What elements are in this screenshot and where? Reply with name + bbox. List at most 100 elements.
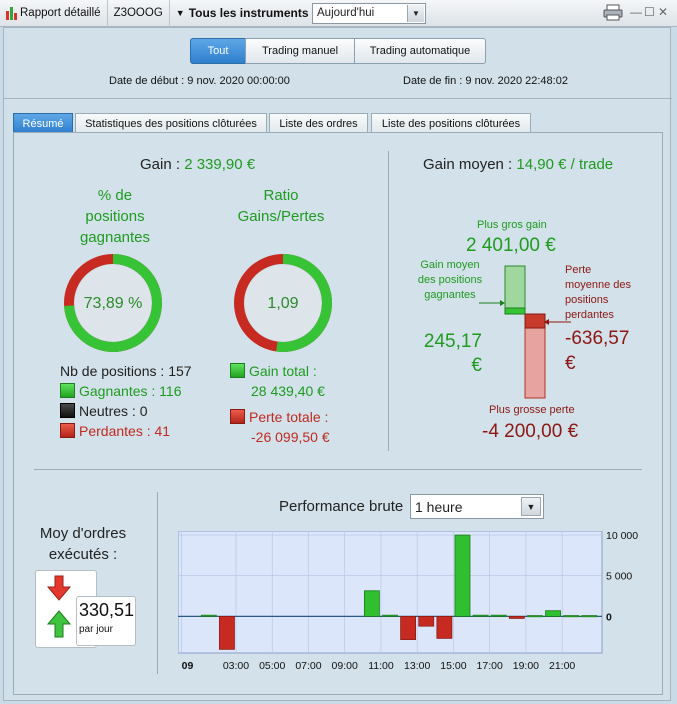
- positions-stats: Nb de positions : 157 Gagnantes : 116 Ne…: [60, 361, 192, 441]
- neutral-value: 0: [139, 403, 148, 419]
- orders-unit: par jour: [79, 624, 113, 635]
- total-loss-value: -26 099,50 €: [251, 429, 330, 445]
- maximize-icon[interactable]: ☐: [644, 5, 655, 19]
- chart-y-tick-label: 5 000: [606, 571, 632, 583]
- chart-bar: [490, 614, 507, 617]
- chart-x-tick-label: 17:00: [477, 660, 503, 672]
- biggest-gain-label: Plus gros gain: [477, 219, 547, 231]
- orders-title-line: exécutés :: [48, 546, 118, 563]
- detailed-report-button[interactable]: Rapport détaillé: [0, 0, 108, 27]
- green-square-icon: [230, 363, 245, 378]
- losing-value: 41: [154, 423, 171, 439]
- chart-y-tick-label: 0: [606, 611, 612, 623]
- chart-bar: [472, 614, 489, 617]
- avg-loss-label-line: perdantes: [565, 309, 614, 321]
- avg-loss-label-line: positions: [565, 294, 609, 306]
- chart-bar: [400, 616, 417, 640]
- biggest-gain-value: 2 401,00 €: [466, 235, 556, 256]
- win-pct-ring: [64, 254, 162, 352]
- ratio-value: 1,09: [267, 295, 299, 312]
- perf-vertical-divider: [157, 492, 158, 674]
- avg-loss-label-line: Perte: [565, 264, 592, 276]
- chevron-down-icon: ▼: [407, 5, 424, 22]
- total-gain-value: 28 439,40 €: [251, 383, 325, 399]
- avg-loss-label-line: moyenne des: [565, 279, 632, 291]
- report-window: Tout Trading manuel Trading automatique …: [3, 27, 672, 701]
- avg-bars-graphic: [479, 265, 571, 399]
- mode-manual-button[interactable]: Trading manuel: [245, 38, 355, 64]
- winning-value: 116: [159, 383, 182, 399]
- gain-line: Gain : 2 339,90 €: [140, 156, 255, 173]
- avg-win-label: Gain moyen des positions gagnantes: [411, 258, 489, 303]
- chart-bar: [563, 615, 580, 618]
- chart-x-tick-label: 15:00: [440, 660, 466, 672]
- chart-bars: [200, 534, 598, 650]
- red-square-icon: [230, 409, 245, 424]
- print-icon[interactable]: [603, 4, 623, 24]
- chart-bar: [436, 616, 453, 639]
- mode-auto-button[interactable]: Trading automatique: [354, 38, 486, 64]
- buy-sell-arrows-icon: [46, 575, 72, 638]
- chart-bar: [418, 616, 435, 627]
- avg-gain-line: Gain moyen : 14,90 € / trade: [423, 156, 613, 173]
- win-pct-value: 73,89 %: [83, 295, 143, 312]
- chart-x-tick-label: 19:00: [513, 660, 539, 672]
- chart-bar: [581, 615, 598, 618]
- section-divider: [34, 469, 642, 470]
- win-pct-title-line: gagnantes: [79, 229, 151, 246]
- end-date-value: 9 nov. 2020 22:48:02: [465, 75, 568, 87]
- ratio-title-line: Gains/Pertes: [237, 208, 325, 225]
- chart-bar: [508, 616, 525, 619]
- chart-x-tick-label: 05:00: [259, 660, 285, 672]
- winning-count: Gagnantes : 116: [60, 381, 192, 401]
- avg-win-value: 245,17 €: [416, 330, 482, 378]
- chart-x-tick-label: 13:00: [404, 660, 430, 672]
- period-select[interactable]: Aujourd'hui ▼: [312, 3, 426, 24]
- avg-win-label-line: gagnantes: [424, 289, 476, 301]
- ratio-donut: 1,09: [233, 253, 333, 353]
- avg-win-value-line: €: [471, 355, 482, 376]
- tab-summary[interactable]: Résumé: [13, 113, 73, 133]
- instruments-label: Tous les instruments: [188, 6, 309, 20]
- minimize-icon[interactable]: —: [630, 5, 642, 19]
- avg-loss-value: -636,57 €: [565, 326, 629, 376]
- nb-positions-label: Nb de positions :: [60, 363, 165, 379]
- total-gain-label: Gain total :: [249, 363, 317, 379]
- chart-x-tick-label: 21:00: [549, 660, 575, 672]
- biggest-loss-value: -4 200,00 €: [482, 421, 579, 442]
- tab-closed-stats[interactable]: Statistiques des positions clôturées: [75, 113, 267, 133]
- avg-win-label-line: Gain moyen: [420, 259, 480, 271]
- avg-win-label-line: des positions: [417, 274, 483, 286]
- top-toolbar: Rapport détaillé Z3OOOG ▼ Tous les instr…: [0, 0, 677, 27]
- performance-chart: 10 000 5 000 0 09 03:00 05:00 07:00 09:00 11:00…: [178, 531, 638, 672]
- instruments-dropdown[interactable]: ▼ Tous les instruments: [170, 0, 315, 27]
- totals: Gain total : 28 439,40 € Perte totale : …: [230, 361, 330, 447]
- chart-plot-area: [178, 531, 603, 654]
- perf-interval-select[interactable]: 1 heure ▼: [410, 494, 544, 519]
- perf-interval-value: 1 heure: [415, 499, 463, 515]
- gain-label: Gain :: [140, 156, 181, 173]
- neutral-count: Neutres : 0: [60, 401, 192, 421]
- tab-closed-positions[interactable]: Liste des positions clôturées: [371, 113, 531, 133]
- close-icon[interactable]: ✕: [658, 5, 669, 19]
- chart-x-tick-label: 03:00: [223, 660, 249, 672]
- account-id[interactable]: Z3OOOG: [108, 0, 170, 27]
- avg-loss-value-line: €: [565, 353, 576, 374]
- win-pct-title-line: positions: [85, 208, 145, 225]
- win-pct-title-line: % de: [97, 187, 133, 204]
- total-loss: Perte totale :: [230, 407, 330, 427]
- black-square-icon: [60, 403, 75, 418]
- mode-all-button[interactable]: Tout: [190, 38, 246, 64]
- chart-x-ticks: 09 03:00 05:00 07:00 09:00 11:00 13:00 15:00 17:…: [182, 660, 576, 672]
- red-square-icon: [60, 423, 75, 438]
- tab-orders[interactable]: Liste des ordres: [269, 113, 368, 133]
- chart-x-tick-label: 09:00: [332, 660, 358, 672]
- chart-x-tick-label: 09: [182, 660, 194, 672]
- chart-bar: [454, 534, 471, 617]
- orders-title-line: Moy d'ordres: [39, 525, 127, 542]
- summary-panel: Gain : 2 339,90 € % de positions gagnant…: [13, 132, 663, 695]
- avg-gain-value: 14,90 € / trade: [516, 156, 614, 173]
- start-date: Date de début : 9 nov. 2020 00:00:00: [109, 75, 290, 87]
- period-value: Aujourd'hui: [317, 7, 375, 19]
- green-square-icon: [60, 383, 75, 398]
